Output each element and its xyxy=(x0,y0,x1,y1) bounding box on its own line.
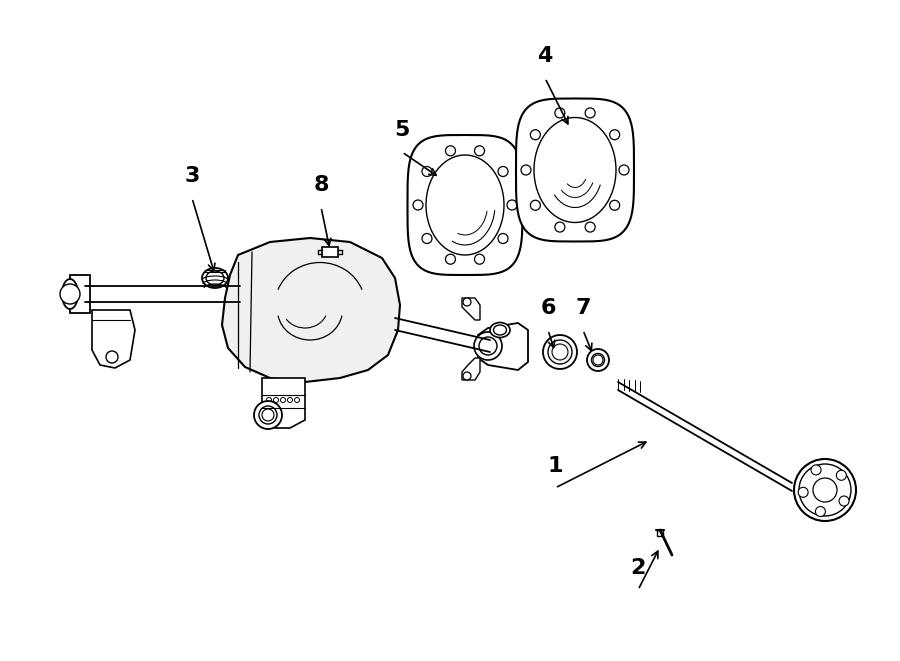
Polygon shape xyxy=(322,247,338,257)
Circle shape xyxy=(474,254,484,264)
Circle shape xyxy=(106,351,118,363)
Circle shape xyxy=(474,146,484,156)
Ellipse shape xyxy=(490,323,510,338)
Circle shape xyxy=(609,130,619,139)
Polygon shape xyxy=(262,378,305,428)
Circle shape xyxy=(798,487,808,497)
Ellipse shape xyxy=(426,155,504,255)
Ellipse shape xyxy=(202,268,228,288)
Polygon shape xyxy=(478,323,528,370)
Ellipse shape xyxy=(206,271,224,285)
Ellipse shape xyxy=(474,332,502,360)
Circle shape xyxy=(619,165,629,175)
Circle shape xyxy=(593,355,603,365)
Circle shape xyxy=(507,200,517,210)
Polygon shape xyxy=(462,358,480,380)
Circle shape xyxy=(446,146,455,156)
Circle shape xyxy=(521,165,531,175)
Circle shape xyxy=(262,409,274,421)
Circle shape xyxy=(555,222,565,232)
Circle shape xyxy=(463,298,471,306)
Ellipse shape xyxy=(493,325,507,335)
Ellipse shape xyxy=(479,337,497,355)
Text: 2: 2 xyxy=(630,558,645,578)
Text: 3: 3 xyxy=(184,166,200,186)
Ellipse shape xyxy=(548,340,572,364)
Circle shape xyxy=(60,284,80,304)
Circle shape xyxy=(422,233,432,243)
Circle shape xyxy=(498,167,508,176)
Circle shape xyxy=(422,167,432,176)
Polygon shape xyxy=(462,298,480,320)
Polygon shape xyxy=(657,530,663,536)
Circle shape xyxy=(552,344,568,360)
Polygon shape xyxy=(70,275,90,313)
Ellipse shape xyxy=(274,397,278,403)
Polygon shape xyxy=(516,98,634,241)
Circle shape xyxy=(811,465,821,475)
Circle shape xyxy=(609,200,619,210)
Ellipse shape xyxy=(794,459,856,521)
Text: 6: 6 xyxy=(540,298,556,318)
Ellipse shape xyxy=(543,335,577,369)
Circle shape xyxy=(585,222,595,232)
Circle shape xyxy=(463,372,471,380)
Text: 1: 1 xyxy=(547,456,562,476)
Text: 7: 7 xyxy=(575,298,590,318)
Circle shape xyxy=(413,200,423,210)
Circle shape xyxy=(836,470,846,481)
Circle shape xyxy=(530,130,540,139)
Ellipse shape xyxy=(259,406,277,424)
Text: 4: 4 xyxy=(537,46,553,66)
Ellipse shape xyxy=(534,118,616,223)
Circle shape xyxy=(446,254,455,264)
Ellipse shape xyxy=(281,397,285,403)
Ellipse shape xyxy=(287,397,292,403)
Circle shape xyxy=(555,108,565,118)
Ellipse shape xyxy=(266,397,272,403)
Circle shape xyxy=(498,233,508,243)
Ellipse shape xyxy=(799,464,851,516)
Circle shape xyxy=(530,200,540,210)
Ellipse shape xyxy=(591,354,605,366)
Text: 5: 5 xyxy=(394,120,410,140)
Ellipse shape xyxy=(62,279,78,309)
Text: 8: 8 xyxy=(313,175,328,195)
Circle shape xyxy=(813,478,837,502)
Ellipse shape xyxy=(254,401,282,429)
Circle shape xyxy=(839,496,849,506)
Polygon shape xyxy=(222,238,400,382)
Circle shape xyxy=(585,108,595,118)
Circle shape xyxy=(815,506,825,516)
Polygon shape xyxy=(408,135,523,275)
Polygon shape xyxy=(92,310,135,368)
Ellipse shape xyxy=(587,349,609,371)
Ellipse shape xyxy=(294,397,300,403)
